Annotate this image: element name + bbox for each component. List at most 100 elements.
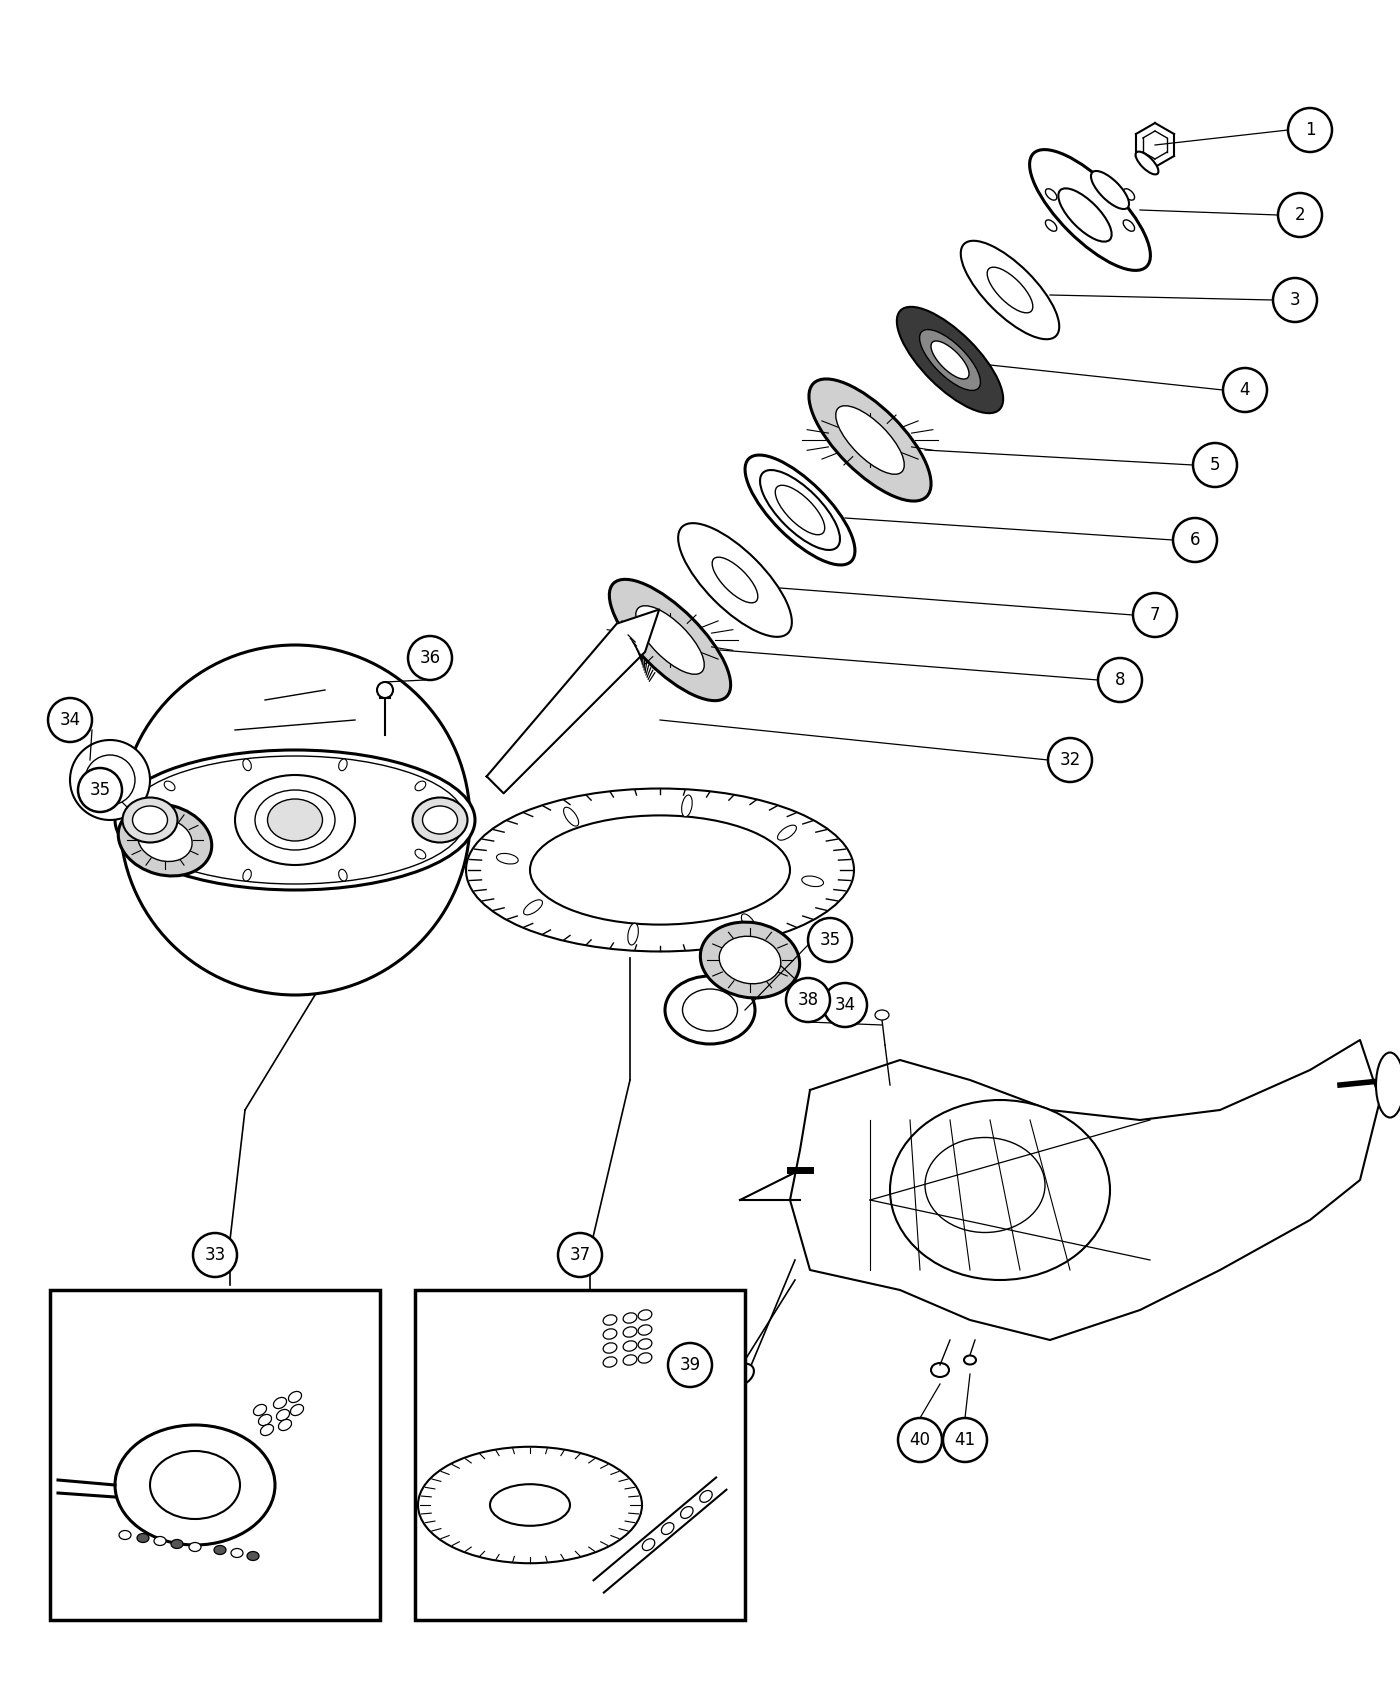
Ellipse shape xyxy=(678,524,792,638)
Circle shape xyxy=(1278,194,1322,236)
Ellipse shape xyxy=(466,789,854,952)
Ellipse shape xyxy=(760,469,840,551)
Ellipse shape xyxy=(137,1533,148,1542)
Text: 8: 8 xyxy=(1114,672,1126,688)
Text: 2: 2 xyxy=(1295,206,1305,224)
Ellipse shape xyxy=(377,682,393,699)
Ellipse shape xyxy=(235,775,356,865)
Circle shape xyxy=(1133,593,1177,638)
Circle shape xyxy=(1173,518,1217,563)
Ellipse shape xyxy=(603,1357,617,1367)
Text: 39: 39 xyxy=(679,1357,700,1374)
Ellipse shape xyxy=(123,797,178,843)
Circle shape xyxy=(407,636,452,680)
Text: 5: 5 xyxy=(1210,456,1221,474)
Ellipse shape xyxy=(745,456,855,564)
Ellipse shape xyxy=(897,306,1004,413)
Ellipse shape xyxy=(727,1363,755,1387)
Text: 7: 7 xyxy=(1149,605,1161,624)
Bar xyxy=(50,1290,379,1620)
Ellipse shape xyxy=(890,1100,1110,1280)
Ellipse shape xyxy=(214,1545,225,1554)
Ellipse shape xyxy=(960,241,1060,340)
Ellipse shape xyxy=(603,1314,617,1326)
Text: 1: 1 xyxy=(1305,121,1316,139)
Ellipse shape xyxy=(603,1329,617,1340)
Text: 4: 4 xyxy=(1240,381,1250,400)
Circle shape xyxy=(897,1418,942,1462)
Ellipse shape xyxy=(875,1010,889,1020)
Ellipse shape xyxy=(279,1420,291,1431)
Ellipse shape xyxy=(267,799,322,842)
Circle shape xyxy=(559,1232,602,1277)
Circle shape xyxy=(120,644,470,994)
Circle shape xyxy=(1098,658,1142,702)
Ellipse shape xyxy=(118,804,211,876)
Circle shape xyxy=(1273,279,1317,321)
Ellipse shape xyxy=(1046,189,1057,201)
Ellipse shape xyxy=(154,1537,167,1545)
Ellipse shape xyxy=(273,1397,287,1409)
Ellipse shape xyxy=(777,824,797,840)
Ellipse shape xyxy=(1123,189,1134,201)
Ellipse shape xyxy=(259,1414,272,1426)
Ellipse shape xyxy=(85,755,134,806)
Text: 35: 35 xyxy=(819,932,840,949)
Ellipse shape xyxy=(809,379,931,502)
Ellipse shape xyxy=(414,850,426,858)
Ellipse shape xyxy=(413,797,468,843)
Ellipse shape xyxy=(623,1326,637,1338)
Ellipse shape xyxy=(125,756,465,884)
Ellipse shape xyxy=(623,1312,637,1323)
Ellipse shape xyxy=(419,1447,643,1564)
Ellipse shape xyxy=(987,267,1033,313)
Ellipse shape xyxy=(414,780,426,791)
Ellipse shape xyxy=(1376,1052,1400,1117)
Ellipse shape xyxy=(920,330,980,391)
Ellipse shape xyxy=(623,1355,637,1365)
Ellipse shape xyxy=(276,1409,290,1421)
Ellipse shape xyxy=(636,605,704,675)
Ellipse shape xyxy=(776,484,825,536)
Polygon shape xyxy=(790,1040,1380,1340)
Ellipse shape xyxy=(70,740,150,819)
Text: 33: 33 xyxy=(204,1246,225,1265)
Text: 37: 37 xyxy=(570,1246,591,1265)
Ellipse shape xyxy=(1029,150,1151,270)
Text: 6: 6 xyxy=(1190,530,1200,549)
Ellipse shape xyxy=(444,816,456,824)
Circle shape xyxy=(808,918,853,962)
Ellipse shape xyxy=(965,1355,976,1365)
Ellipse shape xyxy=(931,342,969,379)
Ellipse shape xyxy=(115,1425,274,1545)
Ellipse shape xyxy=(115,750,475,891)
Ellipse shape xyxy=(231,1549,244,1557)
Circle shape xyxy=(1224,367,1267,411)
Circle shape xyxy=(785,977,830,1022)
Ellipse shape xyxy=(423,806,458,835)
Text: 34: 34 xyxy=(59,711,81,729)
Ellipse shape xyxy=(700,1491,713,1503)
Ellipse shape xyxy=(133,806,168,835)
Ellipse shape xyxy=(638,1353,652,1363)
Ellipse shape xyxy=(802,876,823,887)
Circle shape xyxy=(1288,109,1331,151)
Ellipse shape xyxy=(339,758,347,770)
Ellipse shape xyxy=(288,1391,301,1402)
Ellipse shape xyxy=(638,1309,652,1321)
Ellipse shape xyxy=(638,1340,652,1350)
Ellipse shape xyxy=(1091,172,1128,209)
Ellipse shape xyxy=(524,899,542,915)
Text: 32: 32 xyxy=(1060,751,1081,768)
Ellipse shape xyxy=(931,1363,949,1377)
Text: 38: 38 xyxy=(798,991,819,1010)
Ellipse shape xyxy=(430,1454,630,1557)
Ellipse shape xyxy=(609,580,731,700)
Ellipse shape xyxy=(497,853,518,864)
Text: 35: 35 xyxy=(90,780,111,799)
Circle shape xyxy=(944,1418,987,1462)
Circle shape xyxy=(668,1343,713,1387)
Ellipse shape xyxy=(627,923,638,945)
Ellipse shape xyxy=(836,406,904,474)
Text: 34: 34 xyxy=(834,996,855,1013)
